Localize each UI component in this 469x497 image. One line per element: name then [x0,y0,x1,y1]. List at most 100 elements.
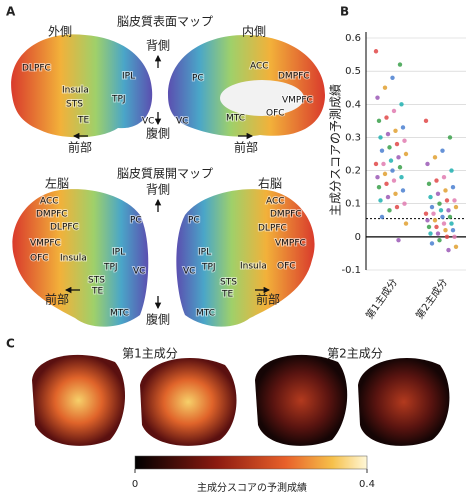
y-axis-label: 主成分スコアの予測成績 [329,84,343,216]
region-label: TPJ [111,95,126,105]
data-point [436,192,440,196]
region-label: DLPFC [22,64,51,74]
data-point [387,145,391,149]
data-point [428,231,432,235]
data-point [442,175,446,179]
data-point [392,109,396,113]
data-point [393,129,397,133]
data-point [431,211,435,215]
region-label: Insula [240,262,267,272]
data-point [433,218,437,222]
surface-title: 脳皮質表面マップ [117,14,213,29]
data-point [386,195,390,199]
lateral-label: 外側 [48,25,72,39]
y-tick-label: 0.5 [345,66,361,77]
data-point [451,228,455,232]
region-label: DMPFC [278,72,310,82]
region-label: ACC [266,197,285,207]
y-tick-label: 0.3 [345,132,361,143]
data-point [430,241,434,245]
data-point [374,49,378,53]
data-point [427,182,431,186]
region-label: OFC [30,254,49,264]
data-point [424,119,428,123]
data-point [445,235,449,239]
anterior-label: 前部 [68,140,92,155]
region-label: VMPFC [30,239,61,249]
data-point [404,221,408,225]
data-point [427,225,431,229]
data-point [398,62,402,66]
data-point [440,215,444,219]
colorbar [135,456,367,469]
data-point [451,185,455,189]
region-label: IPL [122,72,135,82]
x-tick-label: 第2主成分 [413,276,450,321]
region-label: VC [133,267,145,277]
data-point [437,202,441,206]
data-point [430,205,434,209]
anterior-label: 前部 [256,292,280,307]
data-point [428,195,432,199]
region-label: MTC [226,114,245,124]
data-point [442,221,446,225]
region-label: VMPFC [275,239,306,249]
data-point [443,228,447,232]
data-point [392,178,396,182]
data-point [395,142,399,146]
region-label: Insula [60,254,87,264]
data-point [454,245,458,249]
flat-title: 脳皮質展開マップ [117,166,213,181]
panel-c-art [32,355,449,446]
region-label: DLPFC [50,223,79,233]
dorsal-label: 背側 [146,39,170,53]
colorbar-title: 主成分スコアの予測成績 [197,481,307,494]
x-tick-label: 第1主成分 [363,276,400,321]
data-point [440,148,444,152]
region-label: IPL [198,248,211,258]
region-label: VC [183,267,195,277]
medial-label: 内側 [242,25,266,39]
data-point [383,86,387,90]
region-label: IPL [112,248,125,258]
data-point [402,202,406,206]
panel-label: B [340,5,349,19]
data-point [446,208,450,212]
data-point [381,162,385,166]
ventral-label: 腹側 [146,127,170,141]
data-point [425,162,429,166]
region-label: MTC [110,309,129,319]
data-point [452,198,456,202]
left-hemisphere: 左脳 [45,176,69,191]
region-label: TE [91,287,103,297]
data-point [396,155,400,159]
data-point [395,205,399,209]
anterior-label: 前部 [234,140,258,155]
data-point [434,225,438,229]
region-label: DMPFC [270,210,302,220]
data-point [449,168,453,172]
y-tick-label: -0.1 [341,265,361,276]
data-point [434,178,438,182]
data-point [449,221,453,225]
data-point [384,115,388,119]
data-point [384,182,388,186]
data-point [448,215,452,219]
y-tick-label: 0.6 [345,33,361,44]
data-point [396,238,400,242]
region-label: TPJ [103,263,118,273]
colorbar-tick-label: 0 [132,479,138,490]
panel-label: A [6,5,16,19]
data-point [375,175,379,179]
data-point [401,188,405,192]
region-label: MTC [196,309,215,319]
region-label: PC [130,216,142,226]
data-point [389,158,393,162]
data-point [436,231,440,235]
data-point [390,168,394,172]
region-label: PC [188,216,200,226]
panel-label: C [6,337,15,351]
region-label: Insula [62,86,89,96]
data-point [377,185,381,189]
data-point [399,175,403,179]
